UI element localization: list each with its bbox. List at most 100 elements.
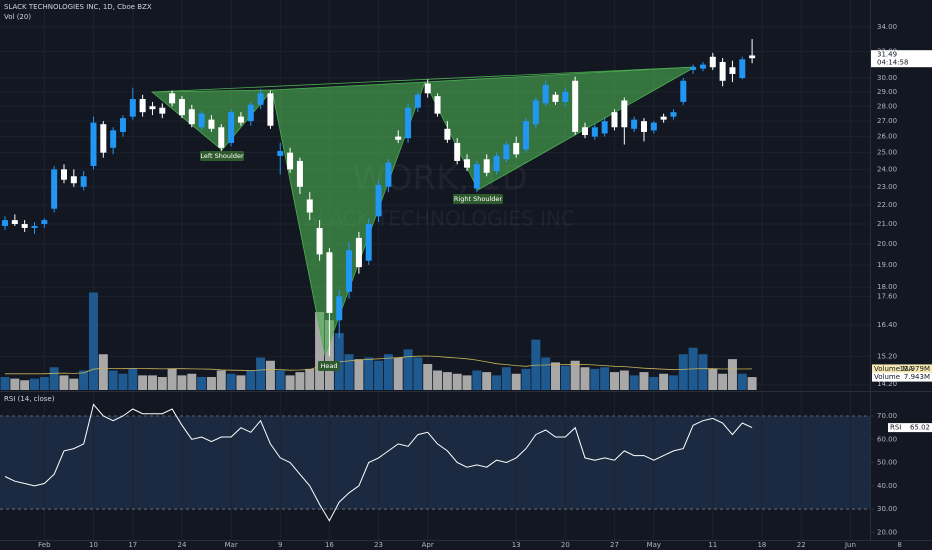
- candle: [80, 171, 87, 191]
- volume-bar: [49, 367, 59, 390]
- volume-bar: [344, 354, 354, 390]
- volume-bar: [639, 372, 649, 390]
- y-tick-label: 23.00: [877, 183, 897, 191]
- volume-bar: [79, 370, 89, 390]
- volume-bar: [629, 375, 639, 390]
- candle: [365, 218, 372, 265]
- label-box: [318, 361, 340, 371]
- volume-tag-value: 7.943M: [904, 373, 930, 381]
- candle-body: [41, 220, 48, 225]
- candle: [542, 80, 549, 107]
- candle: [178, 96, 185, 119]
- candle: [237, 112, 244, 126]
- x-tick-label: 11: [708, 541, 717, 549]
- x-tick-label: 17: [128, 541, 137, 549]
- x-tick-label: 22: [797, 541, 806, 549]
- volume-bar: [374, 360, 384, 390]
- volume-bar: [570, 360, 580, 390]
- volume-bar: [256, 357, 266, 390]
- volume-bar: [609, 372, 619, 390]
- volume-bar: [315, 312, 325, 390]
- volume-bar: [69, 378, 79, 390]
- candle: [621, 97, 628, 145]
- x-tick-label: 8: [897, 541, 901, 549]
- volume-bar: [39, 377, 49, 390]
- candle: [690, 64, 697, 74]
- volume-bar: [678, 354, 688, 390]
- volume-bar: [541, 357, 551, 390]
- candle: [159, 103, 166, 119]
- x-tick-label: 16: [325, 541, 334, 549]
- candle-body: [159, 107, 166, 114]
- candle-body: [591, 127, 598, 137]
- y-tick-label: 24.00: [877, 165, 897, 173]
- volume-tag-name: Volume MA: [874, 365, 913, 373]
- x-tick-label: 20: [561, 541, 570, 549]
- candle-body: [129, 99, 136, 117]
- candle-body: [719, 61, 726, 81]
- volume-bar: [521, 368, 531, 390]
- price-tag: [871, 50, 932, 68]
- volume-bar: [147, 375, 157, 390]
- volume-bar: [226, 373, 236, 390]
- x-tick-label: Apr: [422, 541, 434, 549]
- volume-tag-name: Volume: [874, 373, 900, 381]
- candle-body: [385, 162, 392, 187]
- rsi-band: [0, 416, 870, 510]
- volume-bar: [668, 375, 678, 390]
- volume-bar: [619, 370, 629, 390]
- candle: [228, 109, 235, 147]
- candle-body: [90, 122, 97, 166]
- volume-bar: [649, 377, 659, 390]
- candle: [326, 248, 333, 357]
- candle-body: [414, 94, 421, 108]
- candle: [198, 110, 205, 131]
- candle-body: [660, 116, 667, 120]
- volume-bar: [138, 375, 148, 390]
- candle-body: [532, 100, 539, 125]
- candle-body: [70, 176, 77, 184]
- candle: [640, 118, 647, 142]
- candle-body: [621, 100, 628, 128]
- volume-bar: [580, 367, 590, 390]
- candle: [188, 104, 195, 128]
- candle-body: [169, 93, 176, 104]
- candle: [375, 179, 382, 223]
- rsi-tag-name: RSI: [890, 424, 901, 432]
- candle: [296, 157, 303, 194]
- candle-body: [365, 224, 372, 261]
- candle-body: [464, 159, 471, 168]
- candle-body: [119, 118, 126, 132]
- candle-body: [473, 164, 480, 189]
- y-tick-label: 20.00: [877, 528, 897, 536]
- volume-bar: [551, 362, 561, 390]
- candle: [257, 89, 264, 110]
- candle: [218, 124, 225, 152]
- candle-body: [483, 159, 490, 173]
- candle: [208, 115, 215, 132]
- candle: [523, 118, 530, 153]
- volume-ma-line: [5, 355, 753, 375]
- candle-body: [611, 112, 618, 128]
- candle-body: [650, 122, 657, 131]
- candle: [562, 87, 569, 107]
- volume-bar: [737, 373, 747, 390]
- candle-body: [228, 112, 235, 143]
- candle-body: [709, 56, 716, 68]
- candle: [316, 220, 323, 261]
- volume-bar: [442, 372, 452, 390]
- x-tick-label: 10: [89, 541, 98, 549]
- label-box: [453, 194, 503, 204]
- candle: [503, 141, 510, 163]
- candle-body: [493, 155, 500, 172]
- candle: [11, 214, 18, 226]
- candle: [346, 241, 353, 299]
- candle: [51, 165, 58, 213]
- candle: [493, 152, 500, 175]
- candle-body: [110, 130, 117, 148]
- candle-body: [690, 67, 697, 70]
- candle: [601, 118, 608, 137]
- candle-body: [149, 106, 156, 110]
- candle-body: [80, 176, 87, 187]
- volume-bar: [413, 357, 423, 390]
